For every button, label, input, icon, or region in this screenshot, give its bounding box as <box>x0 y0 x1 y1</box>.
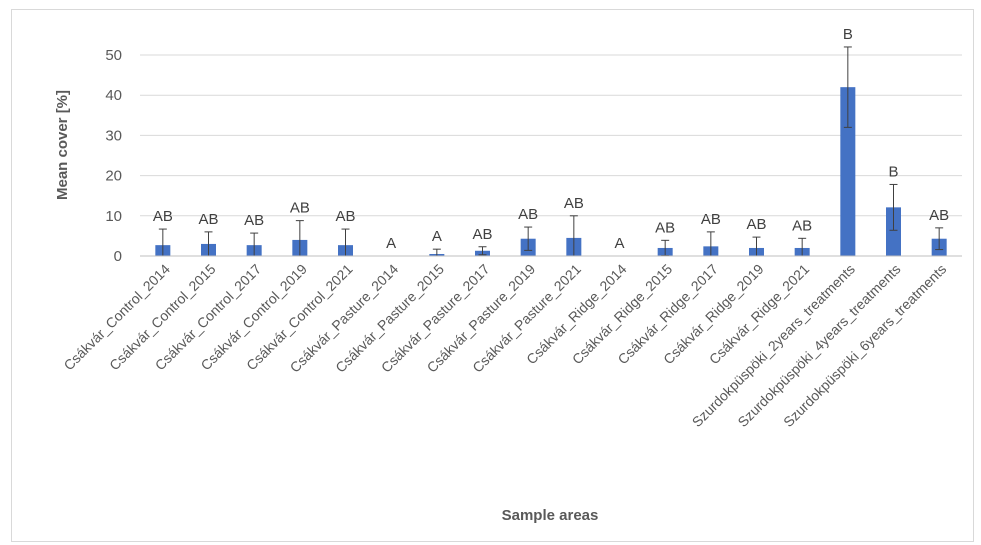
bar <box>840 87 856 256</box>
error-bars <box>158 46 944 257</box>
y-tick-label: 40 <box>105 87 122 104</box>
x-tick-label: Szurdokpüspöki_4years_treatments <box>734 261 903 430</box>
y-axis-tick-labels: 0 10 20 30 40 50 <box>105 47 122 265</box>
x-axis-category-labels: Csákvár_Control_2014Csákvár_Control_2015… <box>60 261 949 430</box>
significance-label: A <box>386 235 396 252</box>
significance-label: AB <box>564 195 584 212</box>
significance-label: AB <box>244 212 264 229</box>
x-tick-label: Szurdokpüspöki_6years_treatments <box>780 261 949 430</box>
x-tick-label: Szurdokpüspöki_2years_treatments <box>689 261 858 430</box>
significance-label: AB <box>335 208 355 225</box>
significance-label: B <box>888 163 898 180</box>
significance-label: AB <box>929 207 949 224</box>
significance-label: AB <box>198 211 218 228</box>
x-axis-title: Sample areas <box>502 507 599 524</box>
gridlines <box>140 54 962 217</box>
significance-label: AB <box>290 200 310 217</box>
significance-label: AB <box>472 226 492 243</box>
y-tick-label: 10 <box>105 208 122 225</box>
significance-label: AB <box>701 211 721 228</box>
significance-labels: AB AB AB AB AB A A AB AB AB A AB AB AB AB B B AB <box>153 26 949 252</box>
significance-label: A <box>614 235 624 252</box>
significance-label: B <box>843 26 853 43</box>
y-tick-label: 50 <box>105 47 122 64</box>
y-tick-label: 0 <box>114 248 122 265</box>
significance-label: AB <box>655 219 675 236</box>
y-tick-label: 30 <box>105 127 122 144</box>
bars <box>155 87 947 256</box>
y-tick-label: 20 <box>105 168 122 185</box>
significance-label: AB <box>792 217 812 234</box>
bar <box>886 207 901 256</box>
significance-label: AB <box>518 206 538 223</box>
significance-label: AB <box>746 216 766 233</box>
significance-label: AB <box>153 208 173 225</box>
y-axis-title: Mean cover [%] <box>54 90 71 200</box>
chart-frame <box>11 9 974 542</box>
significance-label: A <box>432 228 442 245</box>
